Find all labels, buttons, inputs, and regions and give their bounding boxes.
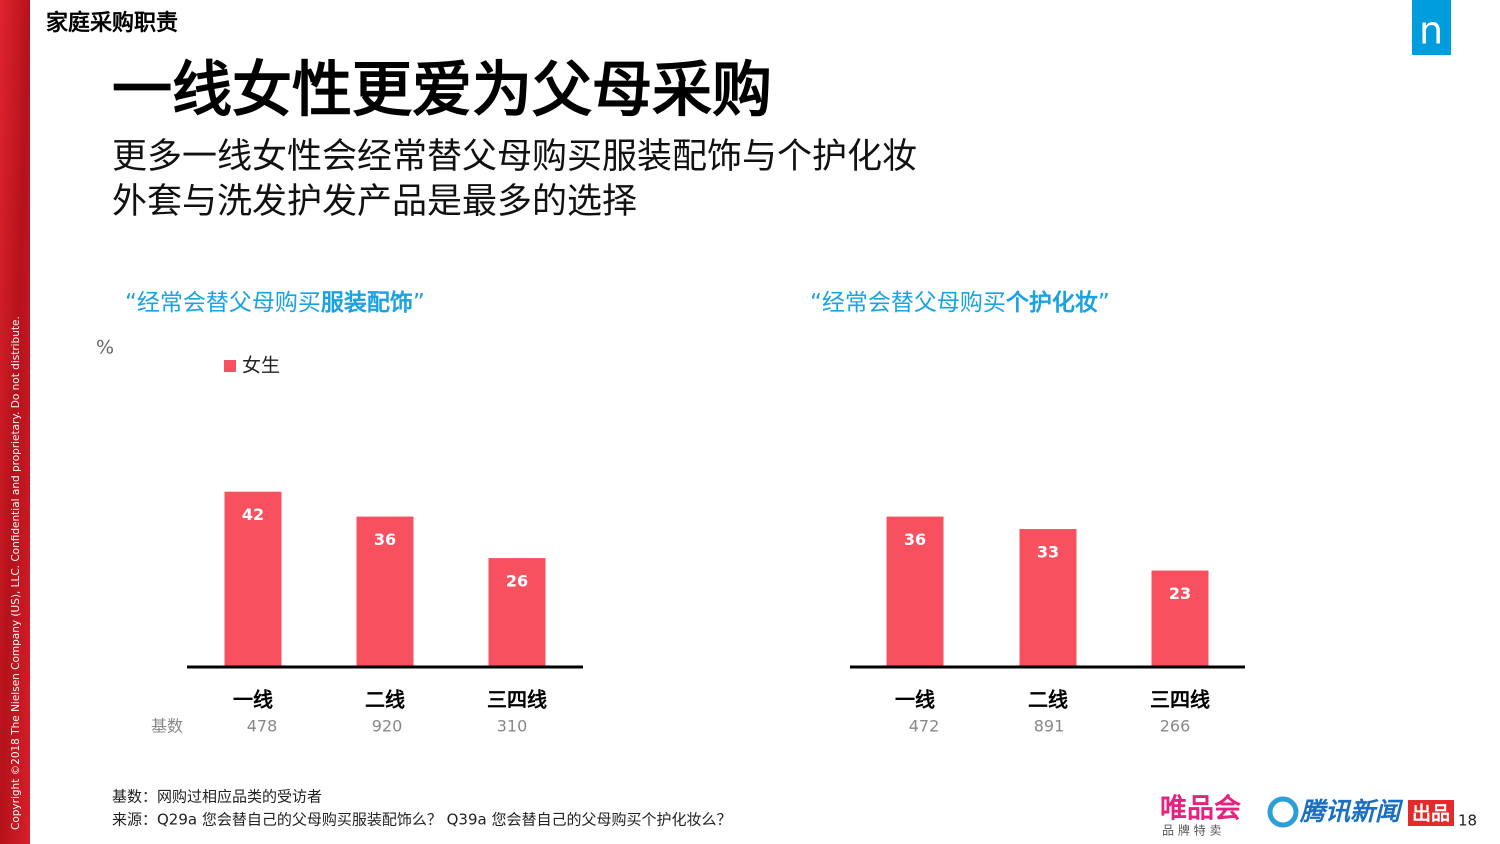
chart-title-part: “经常会替父母购买 xyxy=(810,290,1006,316)
chart-title-part: 个护化妆 xyxy=(1006,289,1098,316)
bar xyxy=(488,558,546,666)
legend-label: 女生 xyxy=(242,355,280,377)
page-number: 18 xyxy=(1458,812,1477,830)
x-tick-label: 三四线 xyxy=(487,688,547,712)
bar xyxy=(356,516,414,666)
bar xyxy=(1151,570,1209,666)
logo: n xyxy=(1419,9,1443,53)
title: 一线女性更爱为父母采购 xyxy=(112,56,772,126)
base-count: 478 xyxy=(247,717,278,736)
unit-label: % xyxy=(96,337,114,359)
base-count: 920 xyxy=(372,717,403,736)
subtitle: 更多一线女性会经常替父母购买服装配饰与个护化妆 xyxy=(112,137,917,177)
footnote: 基数：网购过相应品类的受访者 xyxy=(112,788,322,806)
value-label: 36 xyxy=(374,530,396,549)
base-label: 基数 xyxy=(151,717,183,736)
chart-title-part: ” xyxy=(1098,290,1110,316)
subtitle: 外套与洗发护发产品是最多的选择 xyxy=(112,182,637,222)
chart-title-part: 服装配饰 xyxy=(321,289,413,316)
footnote: 来源：Q29a 您会替自己的父母购买服装配饰么？ Q39a 您会替自己的父母购买… xyxy=(112,811,731,829)
header: 家庭采购职责 xyxy=(46,10,178,36)
brand-vip-tagline: 品 牌 特 卖 xyxy=(1162,823,1221,838)
chart-title: “经常会替父母购买服装配饰” xyxy=(125,289,425,316)
logo-box xyxy=(1412,0,1451,55)
side-strip xyxy=(0,0,30,844)
brand-tencent: 腾讯新闻 xyxy=(1299,797,1404,826)
value-label: 33 xyxy=(1037,543,1059,562)
value-label: 23 xyxy=(1169,584,1191,603)
brand-tencent-tag: 出品 xyxy=(1412,802,1450,825)
tag-box xyxy=(1408,800,1454,826)
tencent-icon xyxy=(1267,796,1299,828)
chart-title-part: “经常会替父母购买 xyxy=(125,290,321,316)
value-label: 42 xyxy=(242,505,264,524)
x-tick-label: 一线 xyxy=(895,688,935,712)
chart-title-part: ” xyxy=(413,290,425,316)
base-count: 891 xyxy=(1034,717,1065,736)
value-label: 26 xyxy=(506,572,528,591)
brand-vip: 唯品会 xyxy=(1160,794,1241,825)
legend-swatch xyxy=(224,360,236,372)
x-tick-label: 一线 xyxy=(233,688,273,712)
x-tick-label: 二线 xyxy=(365,688,405,712)
bar xyxy=(886,516,944,666)
chart-title: “经常会替父母购买个护化妆” xyxy=(810,289,1110,316)
x-tick-label: 二线 xyxy=(1028,688,1068,712)
value-label: 36 xyxy=(904,530,926,549)
x-tick-label: 三四线 xyxy=(1150,688,1210,712)
bar xyxy=(224,491,282,666)
base-count: 266 xyxy=(1160,717,1191,736)
base-count: 310 xyxy=(497,717,528,736)
bar xyxy=(1019,529,1077,666)
base-count: 472 xyxy=(909,717,940,736)
copyright: Copyright ©2018 The Nielsen Company (US)… xyxy=(10,316,22,830)
